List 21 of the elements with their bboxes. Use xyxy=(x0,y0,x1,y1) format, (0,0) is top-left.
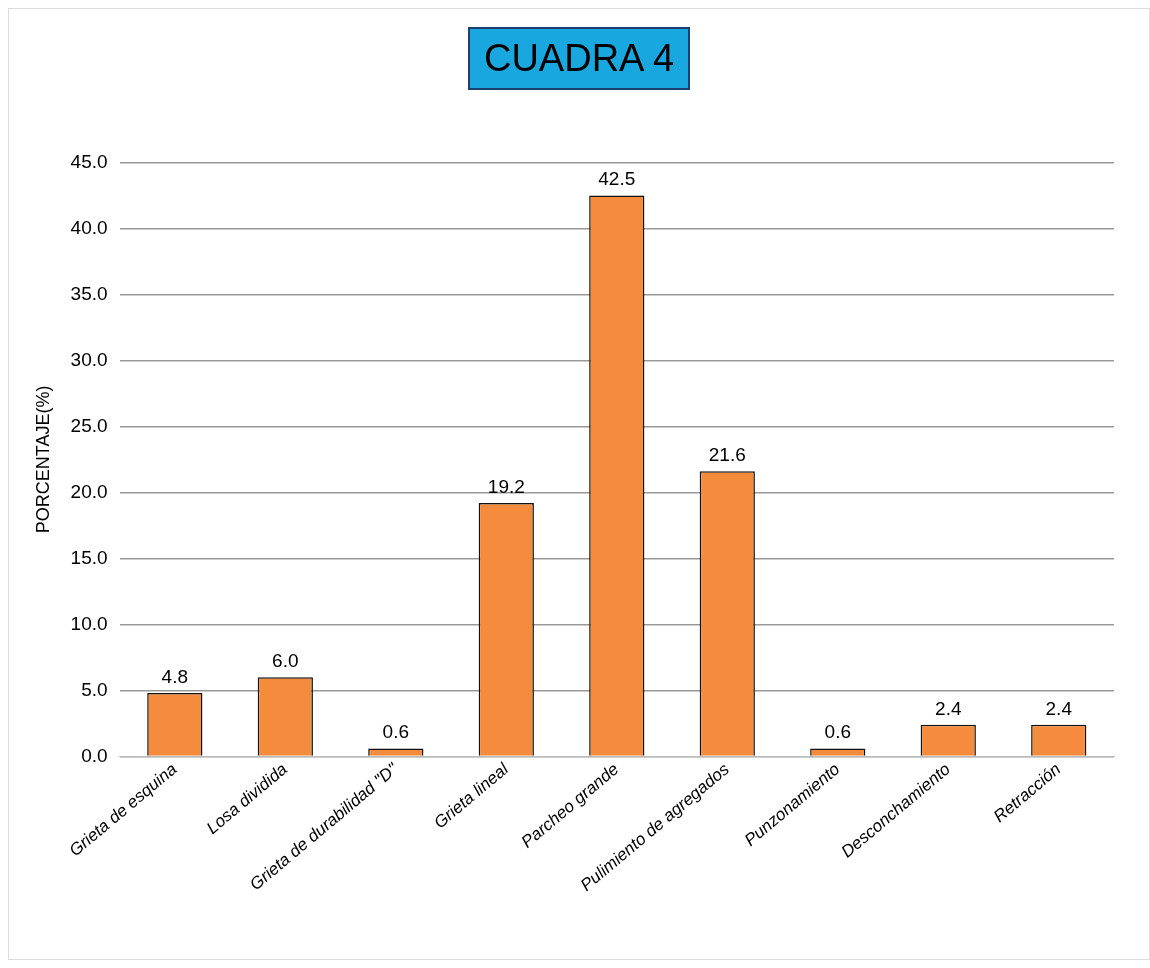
data-label: 0.6 xyxy=(382,721,410,743)
y-axis-title: PORCENTAJE(%) xyxy=(32,385,53,534)
data-label: 19.2 xyxy=(487,475,525,497)
data-label: 6.0 xyxy=(272,650,299,672)
chart-title: CUADRA 4 xyxy=(467,27,691,90)
y-tick-label: 10.0 xyxy=(70,612,108,634)
y-tick-label: 5.0 xyxy=(81,678,108,700)
y-tick-label: 20.0 xyxy=(70,480,108,502)
data-label: 42.5 xyxy=(598,168,636,190)
y-tick-label: 40.0 xyxy=(70,216,108,238)
data-label: 4.8 xyxy=(161,665,189,687)
y-tick-label: 25.0 xyxy=(70,414,108,436)
data-label: 21.6 xyxy=(708,444,746,466)
data-label: 0.6 xyxy=(824,721,851,743)
data-label: 2.4 xyxy=(935,697,962,719)
data-label: 2.4 xyxy=(1045,697,1073,719)
y-tick-label: 35.0 xyxy=(70,282,108,304)
y-tick-label: 45.0 xyxy=(70,150,108,172)
y-tick-label: 0.0 xyxy=(81,744,108,766)
y-tick-label: 30.0 xyxy=(70,348,108,370)
y-tick-label: 15.0 xyxy=(70,546,108,568)
